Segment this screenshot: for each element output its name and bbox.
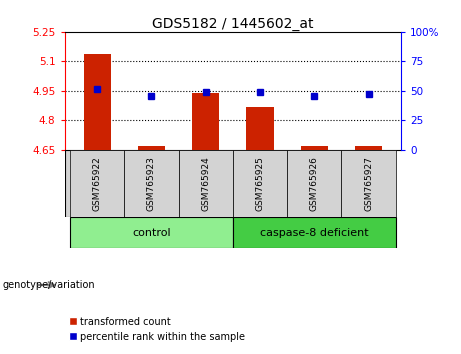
Bar xyxy=(233,217,396,248)
Bar xyxy=(83,53,111,150)
Text: GSM765924: GSM765924 xyxy=(201,156,210,211)
Bar xyxy=(124,150,178,217)
Text: caspase-8 deficient: caspase-8 deficient xyxy=(260,228,368,238)
Bar xyxy=(70,150,124,217)
Text: genotype/variation: genotype/variation xyxy=(2,280,95,290)
Bar xyxy=(138,146,165,150)
Text: GSM765925: GSM765925 xyxy=(255,156,265,211)
Text: GSM765923: GSM765923 xyxy=(147,156,156,211)
Title: GDS5182 / 1445602_at: GDS5182 / 1445602_at xyxy=(152,17,313,31)
Text: GSM765927: GSM765927 xyxy=(364,156,373,211)
Bar xyxy=(192,93,219,150)
Text: control: control xyxy=(132,228,171,238)
Bar xyxy=(301,146,328,150)
Bar xyxy=(233,150,287,217)
Bar xyxy=(246,107,273,150)
Text: GSM765926: GSM765926 xyxy=(310,156,319,211)
Bar xyxy=(178,150,233,217)
Bar xyxy=(287,150,341,217)
Text: GSM765922: GSM765922 xyxy=(93,156,101,211)
Bar xyxy=(70,217,233,248)
Bar xyxy=(355,146,382,150)
Legend: transformed count, percentile rank within the sample: transformed count, percentile rank withi… xyxy=(65,313,249,346)
Bar xyxy=(341,150,396,217)
